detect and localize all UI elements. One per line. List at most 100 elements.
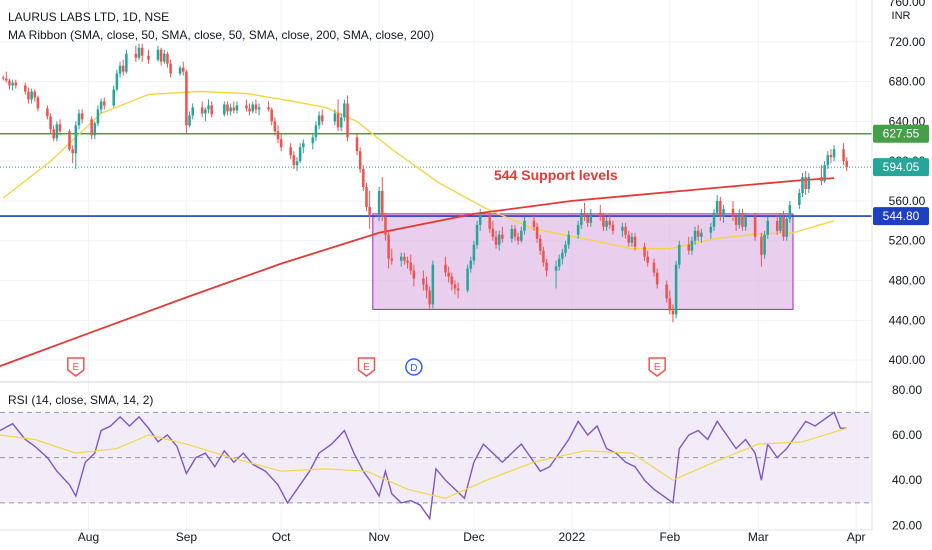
- rsi-tick-label: 60.00: [892, 428, 922, 442]
- candle-body: [210, 105, 213, 115]
- candle-body: [355, 137, 359, 152]
- candle: [557, 254, 561, 271]
- candle-body: [336, 113, 340, 128]
- candle: [8, 78, 11, 90]
- candle: [317, 111, 321, 130]
- candle: [125, 49, 128, 74]
- candle: [188, 111, 191, 128]
- price-tick-label: 720.00: [889, 35, 926, 49]
- candle: [741, 208, 744, 231]
- candle: [513, 224, 517, 241]
- candle-body: [624, 226, 627, 235]
- candle-body: [49, 116, 52, 130]
- candle-body: [166, 53, 169, 64]
- candle: [832, 145, 836, 162]
- candle: [775, 214, 779, 235]
- candle-body: [738, 212, 741, 225]
- candle: [178, 65, 182, 76]
- candle: [589, 208, 593, 227]
- event-letter: E: [654, 362, 661, 373]
- candle: [488, 210, 491, 233]
- candle: [779, 212, 782, 233]
- earnings-icon: [67, 357, 85, 377]
- candle-body: [406, 260, 409, 263]
- candle-body: [384, 216, 387, 235]
- candle-body: [311, 137, 315, 144]
- earnings-icon: [357, 357, 376, 377]
- candle: [715, 194, 719, 217]
- candle: [390, 248, 394, 265]
- candle-body: [823, 165, 826, 182]
- candle: [501, 226, 504, 243]
- candle-body: [55, 124, 59, 139]
- candle: [554, 260, 558, 289]
- candle-body: [655, 272, 659, 285]
- candle-body: [121, 65, 125, 72]
- candle: [121, 59, 125, 76]
- candle: [185, 69, 188, 134]
- price-badge: 594.05: [873, 158, 929, 177]
- candle: [343, 99, 346, 122]
- candle: [655, 268, 659, 289]
- candle: [665, 280, 668, 303]
- candle-body: [583, 212, 586, 217]
- candle: [112, 85, 116, 108]
- candle-body: [520, 230, 523, 241]
- candle: [719, 196, 722, 221]
- horizontal-lines-layer[interactable]: [0, 132, 872, 217]
- candle-body: [11, 82, 14, 86]
- candle: [74, 121, 78, 170]
- candle: [567, 230, 570, 249]
- candle-body: [561, 252, 564, 259]
- price-badge: 544.80: [873, 207, 929, 226]
- candle: [267, 101, 270, 112]
- candle-body: [807, 177, 811, 190]
- candle-body: [829, 155, 833, 158]
- candle-body: [112, 89, 116, 106]
- candle: [279, 133, 283, 152]
- candle: [52, 125, 55, 142]
- earnings-marker[interactable]: E: [648, 357, 666, 377]
- dividend-marker[interactable]: D: [405, 358, 423, 376]
- candle: [580, 208, 583, 229]
- candle-body: [387, 234, 390, 259]
- candle: [276, 125, 280, 144]
- candle: [295, 157, 299, 172]
- candle: [336, 99, 340, 132]
- earnings-marker[interactable]: E: [67, 357, 85, 377]
- rsi-line: [0, 411, 847, 521]
- candle-body: [156, 49, 160, 60]
- candle-body: [362, 169, 365, 188]
- candle: [744, 212, 747, 231]
- candle: [491, 220, 495, 241]
- candle-body: [270, 109, 273, 122]
- candle: [829, 149, 833, 164]
- candle-body: [589, 212, 593, 223]
- candle-body: [630, 236, 634, 243]
- currency-label: INR: [892, 10, 911, 22]
- candle: [643, 242, 646, 261]
- candle-body: [118, 65, 122, 74]
- event-letter: E: [363, 362, 370, 373]
- candle: [163, 49, 166, 64]
- time-tick-label: Mar: [748, 530, 769, 544]
- candle-body: [314, 125, 318, 138]
- rsi-axis[interactable]: 20.00 40.00 60.00 80.00: [892, 383, 922, 533]
- candlestick-series: [1, 43, 848, 323]
- candle-body: [523, 220, 526, 231]
- candle-body: [608, 220, 612, 225]
- earnings-marker[interactable]: E: [357, 357, 376, 377]
- candle: [118, 61, 122, 78]
- candle-body: [74, 125, 78, 154]
- candle-body: [693, 230, 697, 241]
- candle: [147, 49, 150, 64]
- candle: [254, 99, 258, 114]
- sma-50-line: [2, 90, 835, 250]
- candle-body: [232, 107, 236, 111]
- time-axis[interactable]: Aug Sep Oct Nov Dec 2022 Feb Mar Apr: [78, 530, 866, 544]
- moving-average-layer: [0, 90, 835, 367]
- candle-body: [450, 276, 454, 285]
- candle-body: [690, 240, 694, 251]
